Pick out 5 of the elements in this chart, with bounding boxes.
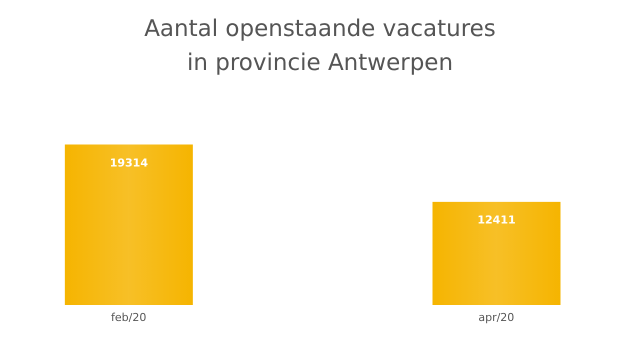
data-label: 12411 xyxy=(477,214,516,227)
x-tick-label: feb/20 xyxy=(111,310,146,324)
data-label: 19314 xyxy=(110,156,148,170)
x-tick-label: apr/20 xyxy=(478,310,514,324)
chart-title: Aantal openstaande vacatures in provincie Antwerpen xyxy=(143,15,497,78)
